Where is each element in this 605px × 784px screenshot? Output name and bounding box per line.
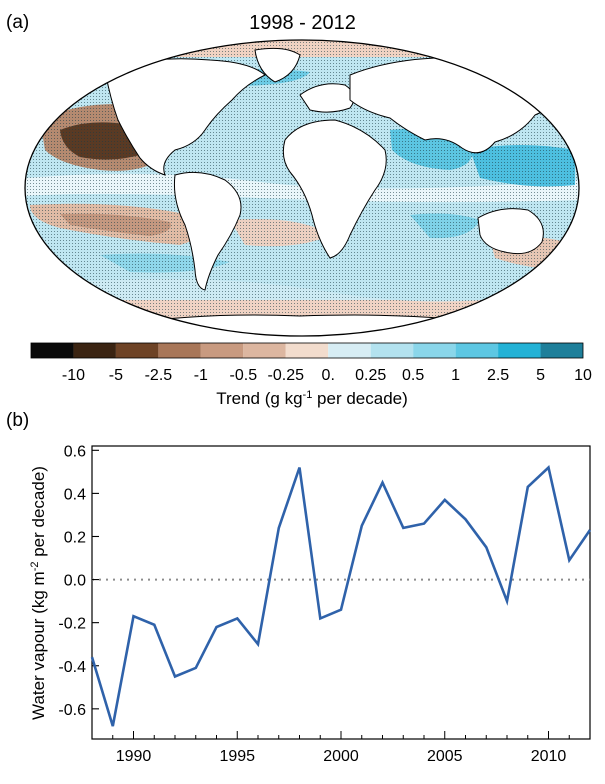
colorbar-tick-label: 0.	[322, 367, 335, 384]
colorbar-tick-label: 10	[574, 367, 592, 384]
colorbar-box	[540, 343, 583, 358]
map-title: 1998 - 2012	[249, 12, 356, 34]
globe-outline	[24, 39, 580, 337]
greenland	[254, 47, 301, 83]
colorbar-box	[115, 343, 159, 358]
colorbar-box	[455, 343, 499, 358]
south-america	[174, 171, 242, 291]
panel-b-label: (b)	[6, 410, 30, 431]
colorbar-tick-label: 5	[536, 367, 545, 384]
y-tick-label: 0.4	[64, 486, 86, 503]
colorbar-box	[285, 343, 329, 358]
x-tick-label: 1990	[116, 748, 152, 765]
colorbar-box	[73, 343, 116, 358]
north-america	[104, 58, 266, 176]
y-tick-label: -0.2	[58, 616, 86, 633]
colorbar-tick-label: 0.25	[355, 367, 386, 384]
colorbar-box	[413, 343, 456, 358]
x-tick-label: 1995	[219, 748, 255, 765]
y-tick-label: -0.6	[58, 702, 86, 719]
water-vapour-series-line	[90, 464, 592, 727]
colorbar-box	[498, 343, 541, 358]
x-axis-ticks: 1990 1995 2000 2005 2010	[91, 731, 591, 765]
colorbar-box	[31, 343, 74, 358]
map-field	[25, 40, 579, 336]
colorbar-boxes	[30, 342, 584, 359]
colorbar-tick-label: -10	[62, 367, 85, 384]
continents	[104, 47, 566, 336]
colorbar-box	[370, 343, 414, 358]
colorbar-tick-label: 1	[451, 367, 460, 384]
panel-a-label: (a)	[6, 12, 30, 33]
x-tick-label: 2010	[531, 748, 567, 765]
colorbar-tick-label: 0.5	[402, 367, 424, 384]
colorbar-tick-label: -5	[109, 367, 123, 384]
y-axis-label: Water vapour (kg m-2 per decade)	[29, 466, 48, 720]
colorbar-box	[328, 343, 371, 358]
colorbar-box	[200, 343, 244, 358]
y-tick-label: -0.4	[58, 659, 86, 676]
colorbar-tick-label: -0.5	[230, 367, 258, 384]
colorbar-border	[30, 342, 584, 359]
africa	[282, 119, 387, 259]
colorbar-tick-labels: -10 -5 -2.5 -1 -0.5 -0.25 0. 0.25 0.5 1 2.5 5 10	[62, 367, 592, 384]
colorbar-tick-label: -1	[194, 367, 208, 384]
x-tick-label: 2005	[427, 748, 463, 765]
colorbar-tick-label: -2.5	[145, 367, 173, 384]
colorbar-tick-label: 2.5	[487, 367, 509, 384]
y-axis-ticks: -0.6 -0.4 -0.2 0.0 0.2 0.4 0.6	[58, 443, 99, 719]
x-tick-label: 2000	[323, 748, 359, 765]
colorbar-label: Trend (g kg-1 per decade)	[216, 389, 408, 408]
plot-frame	[91, 445, 591, 740]
y-tick-label: 0.6	[64, 443, 86, 460]
australia	[477, 208, 544, 255]
y-tick-label: 0.2	[64, 529, 86, 546]
y-tick-label: 0.0	[64, 573, 86, 590]
colorbar-box	[243, 343, 286, 358]
colorbar-tick-label: -0.25	[268, 367, 305, 384]
colorbar-box	[158, 343, 201, 358]
